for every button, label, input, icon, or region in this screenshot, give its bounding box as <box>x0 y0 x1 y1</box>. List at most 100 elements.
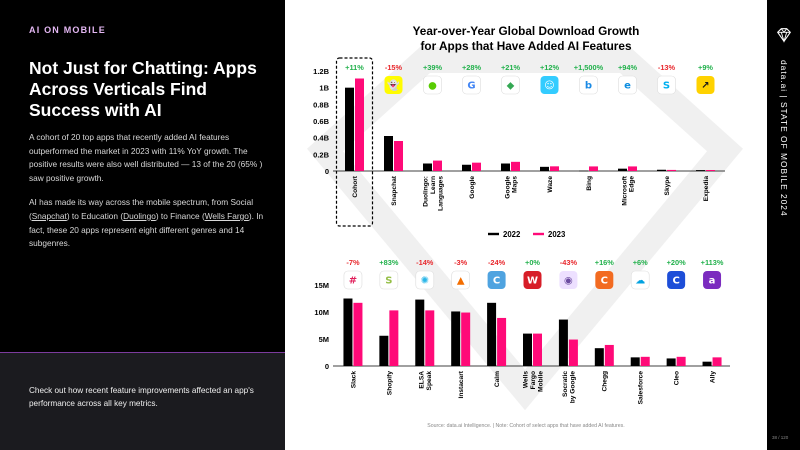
bar-2022 <box>579 170 588 172</box>
category-label-line: Skype <box>664 176 671 196</box>
edge-icon-glyph: e <box>624 81 631 92</box>
body-paragraph-2: AI has made its way across the mobile sp… <box>29 196 269 250</box>
growth-label: +21% <box>501 63 521 72</box>
bar-2023 <box>706 170 715 171</box>
page-number: 38 / 120 <box>772 435 789 440</box>
category-label-line: Calm <box>494 371 501 387</box>
page-headline: Not Just for Chatting: Apps Across Verti… <box>29 58 257 120</box>
growth-label: +94% <box>618 63 638 72</box>
instacart-icon-glyph: ▲ <box>457 276 465 287</box>
edge-icon <box>618 75 637 95</box>
salesforce-icon-glyph: ☁ <box>635 276 645 287</box>
category-label-line: Mobile <box>537 371 544 392</box>
chart-source-note: Source: data.ai Intelligence. | Note: Co… <box>427 423 625 429</box>
category-label-line: Salesforce <box>638 371 645 405</box>
y-tick-label: 0.6B <box>313 117 329 126</box>
calm-icon-glyph: C <box>493 276 500 287</box>
cleo-icon <box>667 271 686 289</box>
duolingo-link[interactable]: Duolingo <box>123 210 156 221</box>
category-label: Instacart <box>458 370 465 398</box>
category-label: Duolingo:LearnLanguages <box>423 176 445 211</box>
snapchat-icon-glyph: 👻 <box>387 79 400 92</box>
category-label-line: Speak <box>426 371 433 391</box>
growth-label: +1,500% <box>574 63 604 72</box>
growth-label: +16% <box>595 258 615 267</box>
growth-label: -7% <box>346 258 360 267</box>
expedia-icon <box>696 76 715 94</box>
snapchat-link[interactable]: Snapchat <box>31 210 67 221</box>
y-tick-label: 10M <box>314 308 329 317</box>
category-label-line: Microsoft <box>621 175 628 205</box>
bar-2023 <box>568 339 578 366</box>
elsa-icon-glyph: ✺ <box>421 276 429 287</box>
cleo-icon-glyph: C <box>672 276 679 287</box>
duolingo-icon <box>423 75 442 95</box>
category-label-line: Shopify <box>386 371 393 396</box>
category-label-line: Bing <box>586 176 593 191</box>
chart-bottom: 05M10M15M-7%#Slack+83%SShopify-14%✺ELSAS… <box>314 258 730 404</box>
bar-2023 <box>497 317 507 366</box>
category-label: ELSASpeak <box>419 371 433 391</box>
cta-text: Check out how recent feature improvement… <box>29 386 254 408</box>
category-label-line: Cleo <box>674 371 681 385</box>
bar-2022 <box>594 348 604 366</box>
y-tick-label: 0.4B <box>313 134 329 143</box>
bar-2023 <box>533 333 542 366</box>
slack-icon-glyph: # <box>349 276 357 287</box>
wells-fargo-link[interactable]: Wells Fargo <box>204 210 249 221</box>
y-tick-label: 0.8B <box>313 100 329 109</box>
bing-icon <box>579 75 598 95</box>
bar-2022 <box>540 166 549 171</box>
category-label-line: Instacart <box>458 370 465 398</box>
google-icon <box>462 75 481 95</box>
bar-2022 <box>345 87 354 171</box>
calm-icon <box>487 271 506 289</box>
left-panel: AI ON MOBILE Not Just for Chatting: Apps… <box>0 0 285 450</box>
category-label: Cleo <box>674 371 681 385</box>
category-label-line: Duolingo: <box>423 176 430 207</box>
category-label: Waze <box>547 176 554 193</box>
category-label: Skype <box>664 176 671 196</box>
bar-2022 <box>423 163 432 171</box>
category-label-line: Languages <box>437 176 444 211</box>
chart-title-line-1: Year-over-Year Global Download Growth <box>412 24 640 38</box>
category-label-line: Google <box>504 176 511 199</box>
category-label: Cohort <box>352 175 359 197</box>
category-label: Salesforce <box>638 371 645 405</box>
y-tick-label: 0.2B <box>313 150 329 159</box>
bar-2023 <box>472 162 481 171</box>
y-tick-label: 0 <box>325 362 329 371</box>
socratic-icon-glyph: ◉ <box>564 276 573 287</box>
bar-2022 <box>630 357 640 366</box>
ally-icon-glyph: a <box>709 276 716 287</box>
growth-label: -24% <box>488 258 506 267</box>
growth-label: +28% <box>462 63 482 72</box>
bar-2023 <box>550 166 559 171</box>
category-label-line: Fargo <box>530 371 537 389</box>
instacart-icon <box>451 270 470 290</box>
shopify-icon-glyph: S <box>385 276 392 287</box>
google-icon-glyph: G <box>467 81 475 92</box>
category-label: MicrosoftEdge <box>621 175 635 205</box>
expedia-icon-glyph: ↗ <box>701 81 709 92</box>
google-maps-icon <box>501 75 520 95</box>
category-label: Google <box>469 176 476 199</box>
chegg-icon <box>595 271 614 289</box>
category-label-line: Socratic <box>562 371 569 397</box>
category-label: Chegg <box>602 371 609 392</box>
salesforce-icon <box>630 270 650 290</box>
y-tick-label: 15M <box>314 281 329 290</box>
text-span: ). In fact, these 20 apps represent eigh… <box>29 210 264 249</box>
category-label: Shopify <box>386 371 393 396</box>
category-label-line: Google <box>469 176 476 199</box>
growth-label: +83% <box>379 258 399 267</box>
cta-box: Check out how recent feature improvement… <box>0 352 285 450</box>
y-tick-label: 1B <box>319 84 329 93</box>
category-label: Snapchat <box>391 175 398 205</box>
category-label: Socraticby Google <box>562 371 576 404</box>
waze-icon-glyph: ☺ <box>544 81 554 92</box>
category-label-line: Waze <box>547 176 554 193</box>
chart-title-line-2: for Apps that Have Added AI Features <box>420 39 632 53</box>
category-label: GoogleMaps <box>504 176 518 199</box>
bar-2023 <box>604 344 614 366</box>
